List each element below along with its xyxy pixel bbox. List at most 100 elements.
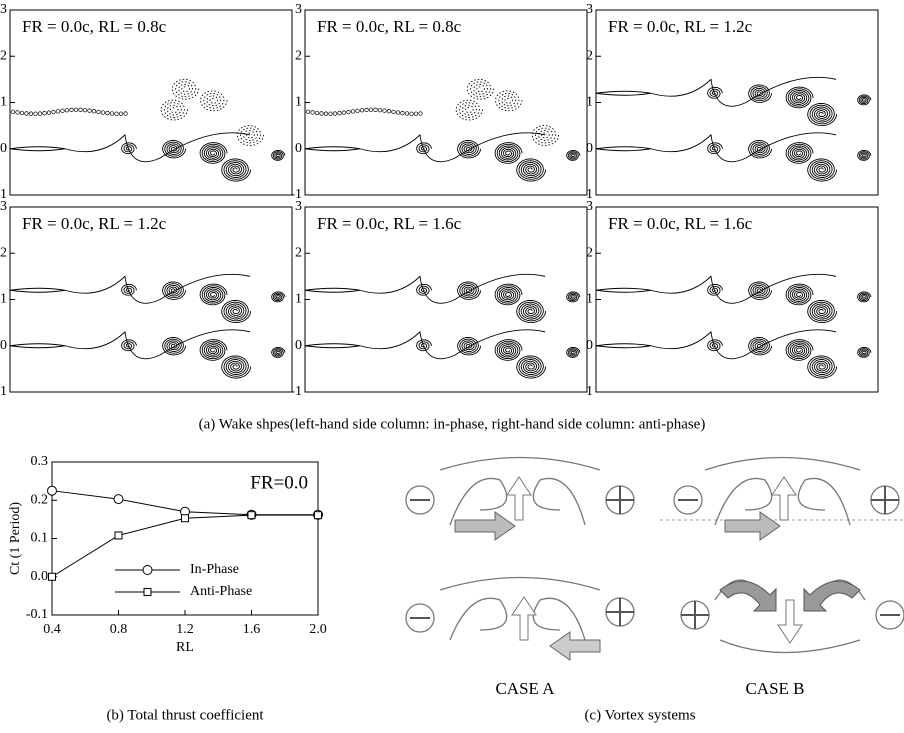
tracer-dot bbox=[38, 112, 42, 116]
tracer-dot bbox=[342, 111, 346, 115]
vortex-spiral bbox=[858, 95, 871, 105]
airfoil bbox=[596, 91, 651, 95]
tracer-dot bbox=[320, 112, 324, 116]
tracer-dot bbox=[383, 109, 387, 113]
tracer-dot bbox=[356, 109, 360, 113]
case-a-top bbox=[406, 458, 634, 541]
vortex-spiral bbox=[858, 347, 871, 357]
tracer-dot bbox=[396, 111, 400, 115]
tracer-dot bbox=[74, 108, 78, 112]
vortex-spiral bbox=[272, 347, 285, 357]
tracer-dot bbox=[347, 110, 351, 114]
tracer-dot bbox=[11, 110, 15, 114]
tracer-dot bbox=[56, 110, 60, 114]
vortex-spiral bbox=[567, 347, 580, 357]
x-tick-label: 0.4 bbox=[43, 622, 61, 637]
tracer-dot bbox=[52, 110, 56, 114]
y-tick-label: 0 bbox=[295, 338, 302, 353]
airfoil bbox=[10, 288, 65, 292]
vortex-spiral bbox=[708, 284, 723, 295]
y-tick-label: 0.0 bbox=[31, 569, 49, 584]
tracer-dot bbox=[115, 112, 119, 116]
tracer-dot bbox=[34, 112, 38, 116]
y-tick-label: 3 bbox=[586, 199, 593, 214]
vortex-diagram: CASE A CASE B bbox=[406, 458, 904, 698]
vortex-spiral bbox=[708, 143, 723, 154]
plot-frame bbox=[596, 207, 878, 392]
tracer-dot bbox=[83, 108, 87, 112]
vortex-spiral bbox=[122, 143, 137, 154]
y-tick-label: -1 bbox=[0, 384, 7, 399]
y-tick-label: 0 bbox=[295, 141, 302, 156]
y-tick-label: 0 bbox=[0, 141, 7, 156]
x-axis-label: RL bbox=[176, 640, 194, 655]
data-marker bbox=[143, 566, 152, 575]
data-marker bbox=[49, 573, 56, 580]
plot-frame bbox=[596, 10, 878, 195]
y-tick-label: 1 bbox=[295, 292, 302, 307]
vortex-spiral bbox=[567, 292, 580, 302]
vortex-spiral bbox=[495, 284, 522, 305]
figure: (a) Wake shpes(left-hand side column: in… bbox=[0, 0, 904, 733]
caption-b: (b) Total thrust coefficient bbox=[106, 707, 264, 723]
case-b-bottom bbox=[681, 580, 904, 653]
tracer-dot bbox=[61, 109, 65, 113]
tracer-dot bbox=[92, 109, 96, 113]
tracer-dot bbox=[124, 112, 128, 116]
tracer-dot bbox=[410, 112, 414, 116]
case-b-top bbox=[674, 458, 899, 541]
y-tick-label: 3 bbox=[295, 199, 302, 214]
vortex-spiral bbox=[858, 292, 871, 302]
vortex-spiral bbox=[417, 284, 432, 295]
y-tick-label: 1 bbox=[586, 292, 593, 307]
vortex-spiral bbox=[517, 356, 546, 378]
y-tick-label: 0.2 bbox=[31, 492, 49, 507]
tracer-dot bbox=[419, 112, 423, 116]
y-tick-label: 1 bbox=[295, 95, 302, 110]
vortex-spiral bbox=[786, 87, 813, 108]
tracer-dot bbox=[401, 111, 405, 115]
tracer-dot bbox=[360, 108, 364, 112]
tracer-dot bbox=[47, 111, 51, 115]
vortex-spiral bbox=[808, 159, 837, 181]
plot-frame bbox=[10, 207, 292, 392]
y-tick-label: 2 bbox=[0, 48, 7, 63]
airfoil bbox=[305, 288, 360, 292]
y-tick-label: 0 bbox=[0, 338, 7, 353]
y-tick-label: 0 bbox=[586, 141, 593, 156]
airfoil bbox=[305, 147, 360, 151]
data-marker bbox=[48, 486, 57, 495]
tracer-cluster bbox=[172, 79, 198, 99]
tracer-dot bbox=[311, 111, 315, 115]
vortex-spiral bbox=[222, 356, 251, 378]
data-marker bbox=[115, 532, 122, 539]
tracer-dot bbox=[374, 108, 378, 112]
airfoil bbox=[10, 147, 65, 151]
tracer-cluster bbox=[467, 79, 493, 99]
panel-annotation: FR = 0.0c, RL = 0.8c bbox=[317, 17, 462, 36]
tracer-dot bbox=[65, 108, 69, 112]
tracer-dot bbox=[88, 109, 92, 113]
tracer-dot bbox=[29, 112, 33, 116]
tracer-dot bbox=[315, 111, 319, 115]
y-tick-label: 3 bbox=[295, 2, 302, 17]
panel-annotation: FR = 0.0c, RL = 1.2c bbox=[608, 17, 753, 36]
tracer-dot bbox=[79, 108, 83, 112]
tracer-dot bbox=[351, 110, 355, 114]
x-tick-label: 0.8 bbox=[110, 622, 128, 637]
tracer-cluster bbox=[456, 100, 483, 120]
vortex-spiral bbox=[517, 159, 546, 181]
y-tick-label: -1 bbox=[290, 384, 302, 399]
y-tick-label: 3 bbox=[0, 2, 7, 17]
vortex-spiral bbox=[495, 143, 522, 164]
tracer-dot bbox=[365, 108, 369, 112]
y-tick-label: 1 bbox=[0, 95, 7, 110]
y-tick-label: 1 bbox=[586, 95, 593, 110]
thrust-chart: 0.40.81.21.62.0-0.10.00.10.20.3RLCt (1 P… bbox=[8, 454, 327, 655]
airfoil bbox=[305, 344, 360, 348]
